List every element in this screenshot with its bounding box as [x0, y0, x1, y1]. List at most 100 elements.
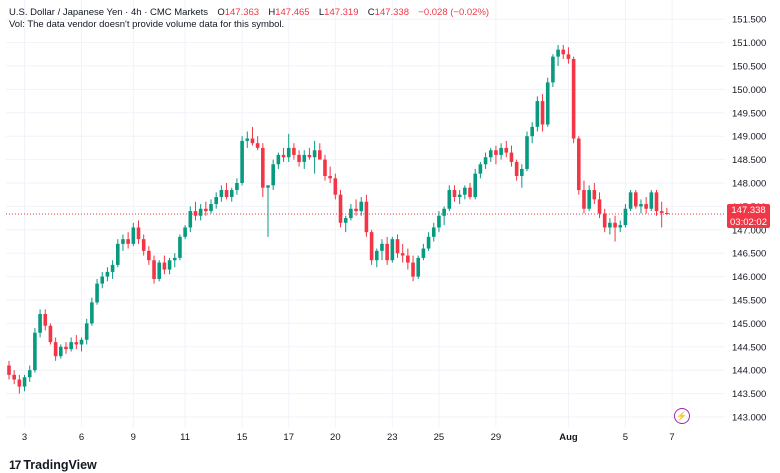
candle-body [343, 218, 348, 223]
candle-up [359, 197, 364, 216]
candle-up [235, 178, 239, 195]
candle-down [400, 243, 405, 263]
candle-up [59, 344, 63, 359]
candle-body [592, 190, 597, 200]
candle-body [302, 154, 307, 162]
candle-body [266, 185, 270, 188]
candle-up [639, 199, 643, 214]
candle-down [504, 140, 509, 158]
candle-down [53, 337, 58, 361]
candle-up [478, 161, 483, 179]
candle-body [633, 192, 638, 207]
candle-down [323, 154, 327, 181]
time-tick-label: 20 [330, 432, 341, 443]
candle-up [312, 140, 317, 174]
candle-body [126, 239, 130, 244]
candle-body [540, 101, 545, 125]
candle-body [380, 243, 384, 251]
candle-body [69, 342, 73, 350]
time-tick-label: 23 [387, 432, 398, 443]
candle-down [261, 143, 265, 198]
candle-up [209, 199, 213, 214]
candle-down [592, 183, 597, 205]
candle-body [240, 140, 244, 183]
candle-down [281, 147, 286, 162]
candle-body [292, 147, 296, 155]
candle-body [79, 339, 84, 345]
candle-up [245, 131, 250, 148]
candle-up [172, 253, 177, 268]
chart-grid [6, 0, 725, 427]
candle-up [437, 211, 441, 233]
candle-down [74, 335, 79, 350]
time-tick-label: 11 [180, 432, 190, 443]
candle-down [43, 309, 48, 331]
price-tick-label: 145.500 [732, 296, 766, 307]
candle-body [183, 227, 187, 237]
candle-body [198, 208, 203, 216]
candle-body [209, 204, 213, 212]
candle-body [530, 126, 534, 137]
candle-body [571, 58, 576, 139]
price-tick-label: 145.000 [732, 319, 766, 330]
candle-body [59, 346, 63, 357]
candle-body [147, 250, 151, 261]
candle-down [292, 143, 296, 160]
last-price-tag: 147.338 03:02:02 [727, 204, 770, 228]
candle-down [141, 234, 146, 256]
candle-body [204, 208, 208, 212]
candle-body [7, 365, 11, 375]
candle-body [354, 208, 358, 212]
candle-up [343, 215, 348, 233]
candle-down [452, 185, 457, 202]
candle-down [126, 232, 130, 249]
candle-body [33, 332, 37, 371]
candle-body [193, 211, 198, 216]
candle-body [400, 253, 405, 256]
candle-body [43, 314, 48, 326]
candle-body [121, 239, 125, 244]
candle-up [426, 232, 431, 251]
candle-down [17, 374, 22, 394]
time-axis[interactable]: 3 6 9 11 15 17 20 23 25 29 Aug 5 7 [22, 432, 675, 443]
candle-body [281, 154, 286, 158]
candle-up [488, 147, 493, 162]
candle-body [333, 178, 338, 195]
candle-body [457, 194, 462, 198]
price-tick-label: 144.000 [732, 366, 766, 377]
candle-body [297, 154, 301, 162]
candle-up [520, 164, 524, 188]
candle-body [245, 138, 250, 141]
candle-down [12, 370, 16, 385]
candle-body [644, 204, 648, 209]
candle-up [178, 234, 182, 261]
candle-up [240, 136, 244, 186]
candle-up [188, 206, 193, 233]
candle-down [48, 323, 53, 345]
candle-up [27, 365, 32, 382]
candle-body [53, 342, 58, 357]
candle-down [659, 201, 664, 228]
candle-body [623, 208, 628, 226]
candle-body [224, 190, 229, 198]
lightning-bolt-icon[interactable]: ⚡ [674, 408, 690, 424]
candle-body [499, 147, 503, 155]
ohlc-high-value: 147.465 [275, 7, 310, 18]
candle-down [577, 136, 581, 195]
candle-body [141, 239, 146, 251]
candle-down [494, 145, 498, 165]
candle-body [488, 150, 493, 158]
tradingview-logo[interactable]: 17 TradingView [9, 457, 97, 473]
price-tick-label: 148.500 [732, 155, 766, 166]
candle-body [608, 222, 612, 228]
candle-up [214, 192, 218, 209]
candle-up [90, 297, 94, 326]
candle-up [33, 328, 37, 373]
candle-up [608, 218, 612, 235]
candle-down [411, 255, 415, 282]
candle-up [421, 243, 426, 261]
candle-body [587, 190, 591, 209]
time-tick-label: Aug [559, 432, 578, 443]
candle-up [183, 225, 187, 240]
